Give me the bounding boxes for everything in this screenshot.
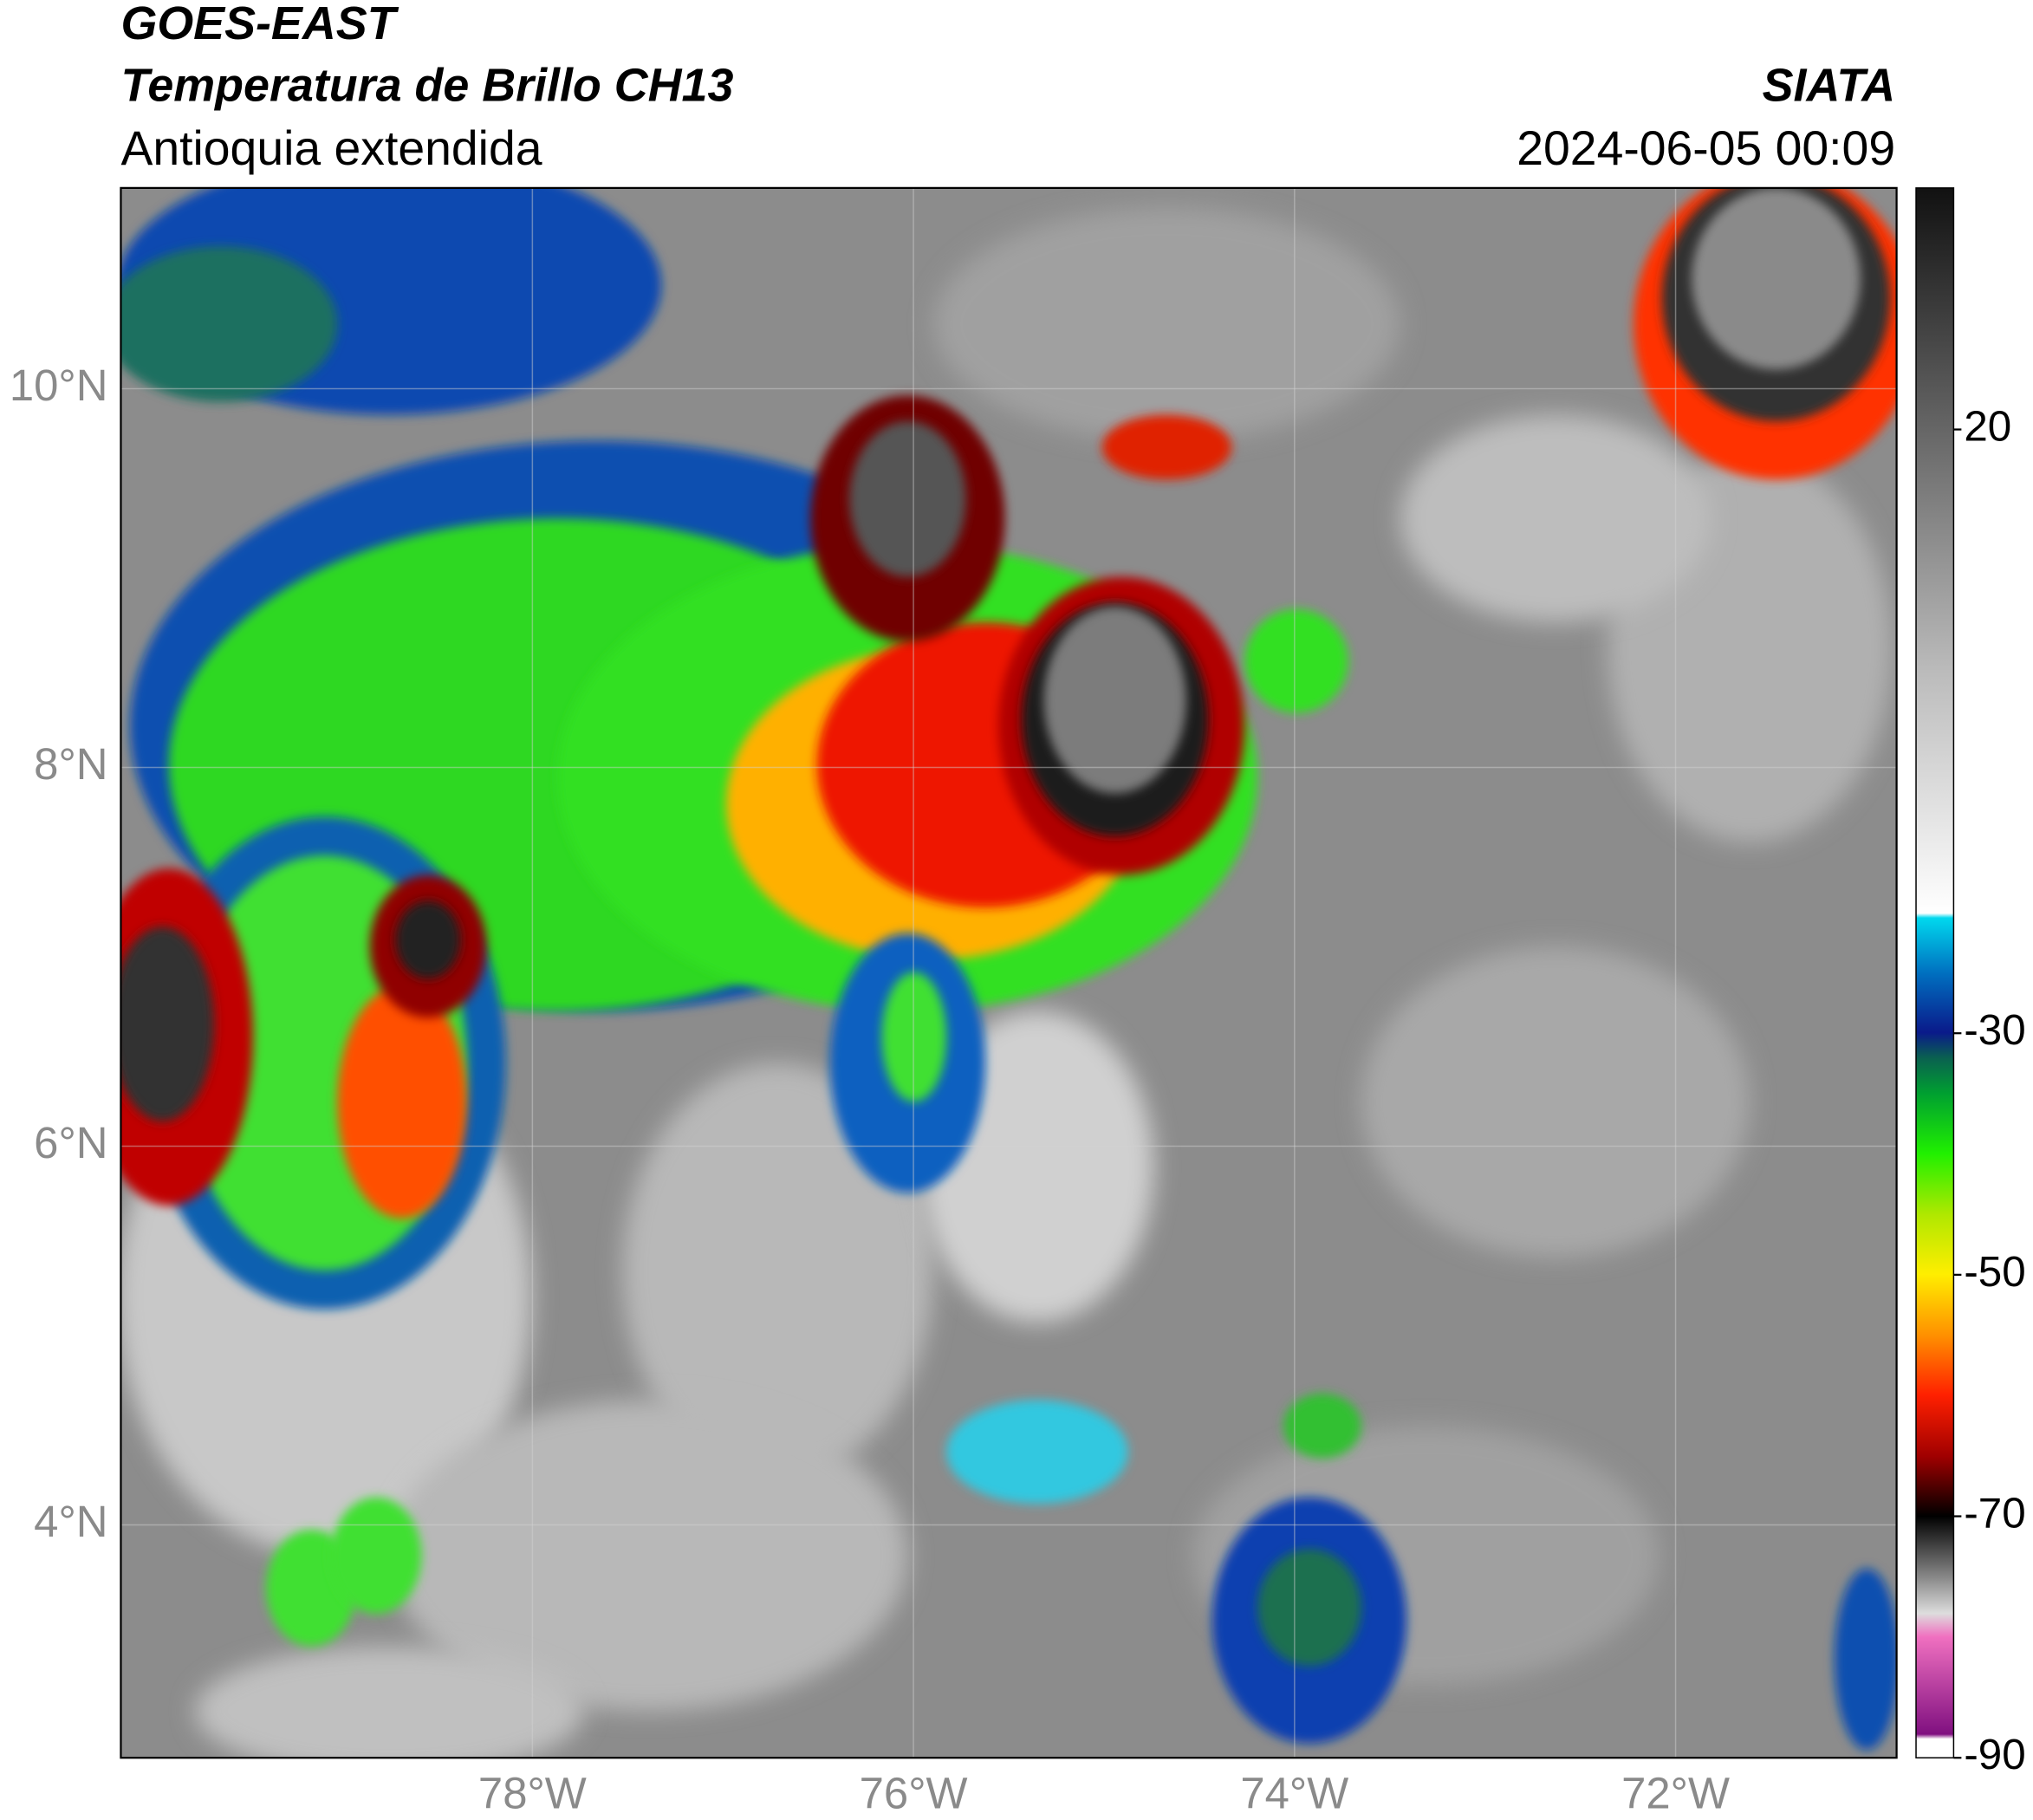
- y-tick-label: 8°N: [34, 739, 107, 789]
- source: SIATA: [1763, 60, 1896, 112]
- convective-cloud: [395, 900, 461, 979]
- convective-cloud: [337, 985, 467, 1219]
- convective-cloud: [1257, 1549, 1361, 1667]
- convective-cloud: [1692, 187, 1861, 370]
- y-tick-label: 6°N: [34, 1118, 107, 1167]
- cloud-texture: [1400, 414, 1711, 622]
- datetime: 2024-06-05 00:09: [1517, 121, 1895, 175]
- x-tick-label: 72°W: [1621, 1769, 1730, 1818]
- y-tick-label: 4°N: [34, 1497, 107, 1546]
- cloud-texture: [622, 1063, 934, 1479]
- convective-cloud: [120, 246, 338, 402]
- convective-cloud: [1244, 608, 1348, 713]
- graticule: [120, 187, 1897, 1758]
- colorbar: [1915, 187, 1955, 1758]
- convective-cloud: [946, 1400, 1128, 1505]
- x-tick-label: 74°W: [1240, 1769, 1348, 1818]
- y-tick-label: 10°N: [10, 361, 108, 410]
- convective-cloud: [1101, 414, 1232, 480]
- map-frame: [120, 186, 1898, 1759]
- cloud-texture: [1361, 946, 1750, 1258]
- x-tick-label: 76°W: [860, 1769, 968, 1818]
- product-title: Temperatura de Brillo CH13: [120, 60, 733, 112]
- cloud-texture: [194, 1646, 584, 1758]
- cloud-texture: [389, 1400, 908, 1712]
- convective-cloud: [881, 972, 947, 1102]
- region-subtitle: Antioquia extendida: [120, 121, 542, 175]
- cloud-texture: [933, 207, 1400, 441]
- convective-cloud: [849, 421, 966, 577]
- convective-cloud: [1283, 1393, 1361, 1459]
- satellite-title: GOES-EAST: [120, 0, 399, 49]
- convective-cloud: [120, 926, 215, 1121]
- satellite-image: [120, 187, 1897, 1758]
- colorbar-tick-label: -50: [1964, 1248, 2025, 1296]
- convective-cloud: [1834, 1568, 1897, 1751]
- colorbar-tick-label: -90: [1964, 1731, 2025, 1778]
- colorbar-tick-label: -70: [1964, 1490, 2025, 1537]
- colorbar-tick-label: 20: [1964, 403, 2011, 451]
- x-tick-label: 78°W: [478, 1769, 587, 1818]
- colorbar-tick-label: -30: [1964, 1006, 2025, 1054]
- convective-cloud: [1043, 607, 1186, 794]
- convective-cloud: [330, 1497, 422, 1615]
